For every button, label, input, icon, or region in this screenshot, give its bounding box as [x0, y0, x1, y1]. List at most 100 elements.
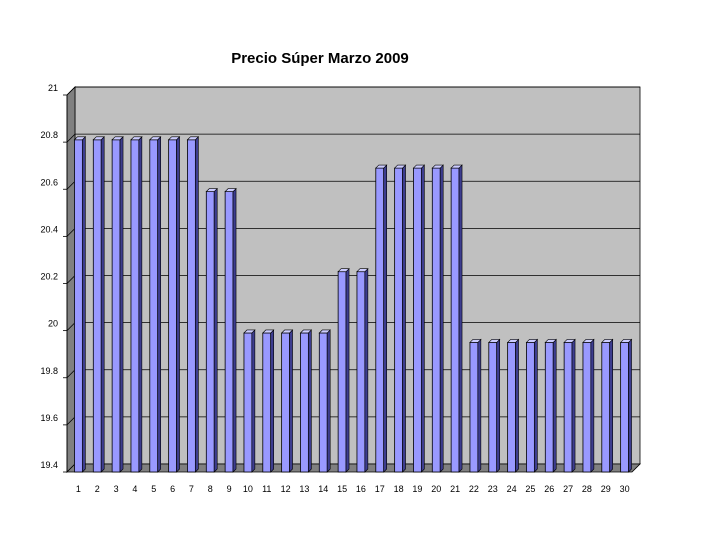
gridline-diag [66, 369, 76, 379]
x-tick-label: 4 [132, 484, 137, 494]
bar [130, 139, 140, 473]
bar-top [450, 164, 463, 169]
y-tick-label: 20.8 [40, 130, 58, 140]
bar [337, 271, 347, 473]
x-tick-label: 14 [318, 484, 328, 494]
bar-side [552, 338, 557, 473]
bar-top [73, 136, 87, 141]
bar [601, 342, 611, 473]
bar-top [619, 339, 633, 343]
gridline-diag [66, 86, 76, 96]
bar-top [506, 339, 520, 343]
y-tick-label: 20.2 [40, 272, 58, 282]
bar-top [149, 136, 162, 141]
gridline-diag [66, 180, 76, 190]
bar-top [544, 339, 557, 343]
bar-side [176, 136, 180, 473]
bar-top [431, 164, 444, 169]
bar-side [232, 187, 237, 473]
bar [281, 332, 290, 473]
bar-top [337, 268, 350, 273]
x-tick-label: 2 [95, 484, 100, 494]
bar-side [571, 338, 576, 473]
bar-top [469, 339, 482, 343]
bar [431, 167, 441, 473]
bar-side [138, 136, 143, 473]
x-tick-label: 9 [227, 484, 232, 494]
bar-side [439, 164, 444, 473]
chart-title: Precio Súper Marzo 2009 [231, 50, 409, 67]
bar [450, 167, 460, 473]
x-tick-label: 28 [582, 484, 592, 494]
bar [544, 342, 554, 473]
x-tick-label: 24 [507, 484, 517, 494]
x-tick-label: 5 [151, 484, 156, 494]
bar [356, 271, 366, 473]
bar [224, 191, 234, 473]
bar-top [243, 329, 256, 334]
x-tick-label: 20 [431, 484, 441, 494]
bar-top [356, 268, 369, 273]
bar-side [195, 136, 199, 473]
bar-top [130, 136, 143, 141]
y-tick-label: 20.6 [40, 177, 58, 187]
bar [469, 342, 479, 473]
x-tick-label: 16 [356, 484, 366, 494]
y-tick-label: 21 [48, 83, 58, 93]
x-tick-label: 26 [544, 484, 554, 494]
bar-top [111, 136, 124, 141]
bar-side [157, 136, 162, 473]
y-tick-label: 19.8 [40, 366, 58, 376]
bar-side [308, 329, 312, 473]
x-tick-label: 8 [208, 484, 213, 494]
bar-side [628, 338, 632, 473]
bar-side [326, 329, 331, 473]
bar-side [477, 338, 482, 473]
bar-top [375, 164, 388, 169]
bar [582, 342, 592, 473]
bar-side [458, 164, 463, 473]
bar-side [251, 329, 256, 473]
x-tick-label: 22 [469, 484, 479, 494]
bar-side [289, 329, 293, 473]
x-tick-label: 23 [488, 484, 498, 494]
bar-top [318, 329, 331, 334]
bar-side [119, 136, 124, 473]
x-tick-label: 21 [450, 484, 460, 494]
bar-top [167, 136, 181, 141]
bar [187, 139, 196, 473]
bar-top [205, 188, 218, 192]
bar [563, 342, 573, 473]
bar [205, 191, 215, 473]
bar-top [92, 136, 105, 141]
x-tick-label: 15 [337, 484, 347, 494]
y-tick-label: 19.6 [40, 413, 58, 423]
x-tick-label: 17 [375, 484, 385, 494]
bar-top [262, 329, 275, 334]
bar [300, 332, 309, 473]
x-tick-label: 1 [76, 484, 81, 494]
bar-top [582, 339, 595, 343]
bar-side [421, 164, 425, 473]
gridline-diag [66, 133, 76, 143]
bar-top [488, 339, 501, 343]
bar-top [563, 339, 576, 343]
x-tick-label: 10 [243, 484, 253, 494]
x-tick-label: 27 [563, 484, 573, 494]
bar [111, 139, 121, 473]
x-tick-label: 30 [620, 484, 630, 494]
x-tick-label: 19 [412, 484, 422, 494]
bar-side [515, 338, 519, 473]
x-tick-label: 3 [114, 484, 119, 494]
x-tick-label: 7 [189, 484, 194, 494]
bar-top [280, 329, 294, 334]
bar [526, 342, 535, 473]
bar-top [601, 339, 614, 343]
bar-side [534, 338, 538, 473]
bar-side [270, 329, 275, 473]
bar [507, 342, 516, 473]
y-tick-label: 19.4 [40, 460, 58, 470]
bar-top [224, 188, 237, 192]
